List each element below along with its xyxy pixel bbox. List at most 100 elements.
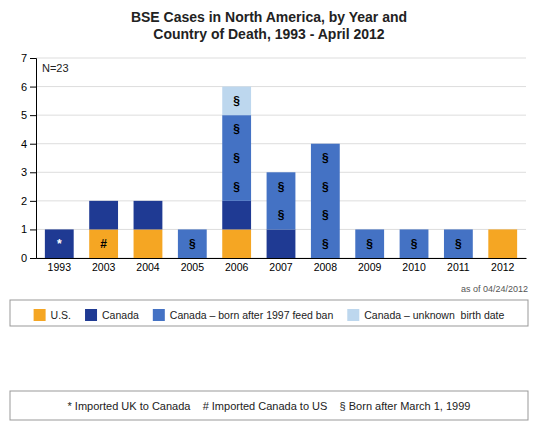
x-tick-label: 2005 [181,261,205,273]
y-tick-mark [30,115,36,116]
y-tick-mark [30,258,36,259]
y-tick: 2 [21,195,36,207]
y-tick: 7 [21,52,36,64]
annotation: § [322,208,329,222]
x-tick-label: 2003 [92,261,116,273]
bar [45,229,74,258]
bar [444,229,473,258]
bar [45,229,74,230]
y-tick: 3 [21,166,36,178]
legend-item: U.S. [34,309,71,321]
x-tick: 2005 [181,261,205,273]
grid-line [36,115,526,116]
annotation: § [322,237,329,251]
title-line: Country of Death, 1993 - April 2012 [153,26,385,42]
y-tick-mark [30,172,36,173]
grid-line [36,58,526,59]
bar [355,229,384,258]
y-tick-label: 3 [21,166,27,178]
x-tick-label: 2012 [491,261,515,273]
footnote: * Imported UK to Canada # Imported Canad… [10,391,528,420]
date-note: as of 04/24/2012 [461,284,528,294]
legend-label: U.S. [51,309,71,321]
chart-container: BSE Cases in North America, by Year andC… [0,0,538,428]
bar [178,229,207,230]
bar [444,229,473,230]
annotation: § [278,208,285,222]
bar [89,200,118,201]
footnote-box [10,391,528,420]
bar [267,172,296,229]
x-tick: 2003 [92,261,116,273]
y-tick-label: 5 [21,109,27,121]
x-tick: 2010 [402,261,426,273]
legend-swatch [85,309,97,321]
y-tick: 4 [21,138,36,150]
legend-item: Canada – unknown birth date [347,309,504,321]
legend-item: Canada – born after 1997 feed ban [153,309,334,321]
bar [400,229,429,258]
title-line: BSE Cases in North America, by Year and [131,9,407,25]
bar [222,229,251,258]
bar [134,200,163,201]
legend-swatch [347,309,359,321]
footnote-text: * Imported UK to Canada # Imported Canad… [68,400,471,412]
y-tick-mark [30,58,36,59]
x-axis: 1993 2003 2004 2005 2006 2007 2008 2009 2010 2011… [37,259,527,274]
x-tick: 2007 [269,261,293,273]
annotation: # [100,237,107,251]
bar [178,229,207,258]
grid-line [36,143,526,144]
legend-box [10,300,528,326]
bar [488,229,517,230]
y-tick-label: 2 [21,195,27,207]
title: BSE Cases in North America, by Year andC… [131,9,407,42]
x-tick: 2011 [447,261,470,273]
legend: U.S. Canada Canada – born after 1997 feed … [10,300,528,326]
x-tick-label: 2004 [136,261,160,273]
x-tick: 2006 [225,261,249,273]
annotation: § [411,237,418,251]
annotation: § [189,237,196,251]
bar [89,200,118,201]
bar [355,229,384,230]
annotation: § [366,237,373,251]
bar [311,143,340,144]
x-tick-label: 2011 [447,261,470,273]
bar [89,229,118,258]
bar-series [222,87,251,116]
x-tick-label: 2010 [402,261,426,273]
bar [89,201,118,230]
y-tick-label: 1 [21,223,27,235]
x-axis-line [37,258,527,259]
chart-svg: BSE Cases in North America, by Year andC… [0,0,538,428]
legend-label: Canada – born after 1997 feed ban [170,309,334,321]
y-tick-mark [30,201,36,202]
bar-series [45,201,296,258]
bar [45,229,74,230]
x-tick-label: 2008 [314,261,338,273]
x-tick: 2008 [314,261,338,273]
legend-item: Canada [85,309,139,321]
x-tick: 2004 [136,261,160,273]
x-tick-label: 2006 [225,261,249,273]
bar [488,229,517,230]
bar [222,87,251,116]
legend-label: Canada – unknown birth date [364,309,504,321]
y-axis: 01234567 [21,52,37,264]
bar [134,229,163,258]
x-tick: 1993 [48,261,72,273]
x-tick-label: 2009 [358,261,382,273]
legend-swatch [34,309,46,321]
y-axis-line [30,59,37,259]
y-tick-label: 0 [21,252,27,264]
plot: 0123456719932003200420052006200720082009… [21,52,527,273]
y-tick-label: 4 [21,138,27,150]
legend-swatch [153,309,165,321]
bar-series [178,115,473,258]
bar [311,144,340,258]
grid-line [36,86,526,87]
bar [267,172,296,173]
y-tick: 0 [21,252,36,264]
annotation: § [322,180,329,194]
